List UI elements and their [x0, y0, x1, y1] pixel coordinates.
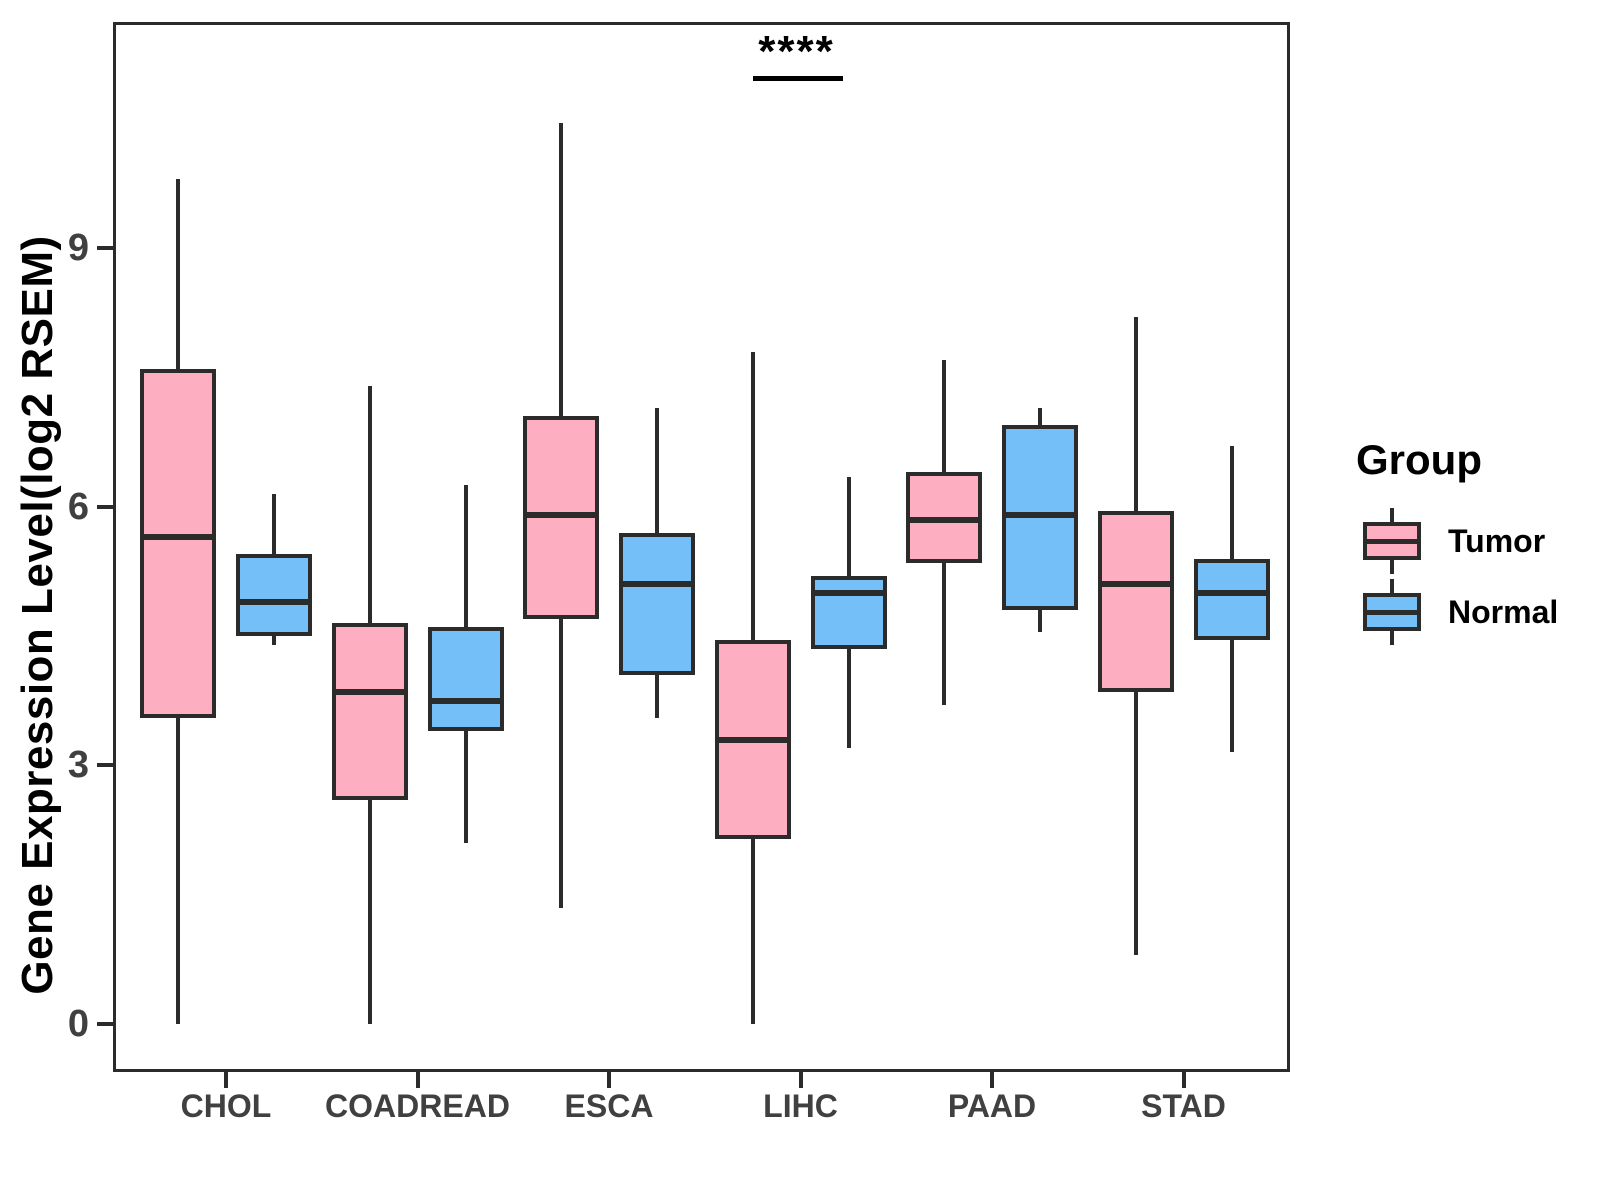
ytick-mark-0	[97, 1022, 113, 1026]
box-Normal-STAD	[1193, 558, 1270, 641]
xtick-label-ESCA: ESCA	[564, 1088, 654, 1124]
median-Normal-COADREAD	[427, 697, 504, 704]
significance-line	[752, 75, 843, 81]
xtick-mark-COADREAD	[415, 1072, 420, 1088]
box-Normal-LIHC	[810, 575, 887, 650]
significance-stars: ****	[758, 26, 835, 76]
box-Tumor-STAD	[1097, 511, 1174, 693]
xtick-mark-CHOL	[224, 1072, 228, 1088]
xtick-mark-ESCA	[607, 1072, 611, 1088]
legend-item-normal: Normal	[1330, 579, 1590, 645]
ytick-label-9: 9	[67, 227, 89, 270]
key-box-normal	[1363, 593, 1421, 631]
legend: Group Tumor Normal	[1330, 436, 1590, 650]
ytick-label-3: 3	[67, 744, 89, 787]
key-box-tumor	[1363, 522, 1421, 560]
legend-title: Group	[1356, 436, 1482, 483]
normal-boxplot-key-icon	[1363, 579, 1421, 645]
box-Normal-COADREAD	[427, 627, 504, 731]
median-Tumor-LIHC	[714, 736, 791, 743]
xtick-mark-PAAD	[990, 1072, 994, 1088]
box-Normal-ESCA	[619, 532, 695, 675]
median-Tumor-COADREAD	[331, 689, 408, 696]
box-Tumor-COADREAD	[331, 623, 408, 800]
median-Normal-PAAD	[1002, 512, 1078, 519]
y-axis-title: Gene Expression Level(log2 RSEM)	[13, 235, 62, 995]
median-Normal-ESCA	[619, 581, 695, 588]
key-median-line	[1363, 539, 1421, 544]
median-Normal-LIHC	[810, 590, 887, 596]
legend-label-normal: Normal	[1448, 593, 1559, 630]
xtick-label-STAD: STAD	[1141, 1088, 1226, 1124]
ytick-label-6: 6	[67, 485, 89, 528]
median-Tumor-STAD	[1097, 581, 1174, 588]
median-Tumor-ESCA	[523, 512, 599, 519]
xtick-label-LIHC: LIHC	[763, 1088, 838, 1124]
key-median-line	[1363, 610, 1421, 615]
median-Normal-CHOL	[236, 598, 312, 605]
xtick-label-COADREAD: COADREAD	[325, 1088, 510, 1124]
median-Tumor-CHOL	[140, 533, 216, 540]
ytick-mark-9	[97, 246, 113, 251]
ytick-label-0: 0	[67, 1003, 89, 1045]
ytick-mark-3	[97, 763, 113, 768]
ytick-mark-6	[97, 504, 113, 509]
box-Normal-CHOL	[236, 554, 312, 637]
xtick-mark-LIHC	[798, 1072, 803, 1088]
legend-label-tumor: Tumor	[1448, 522, 1546, 559]
xtick-label-CHOL: CHOL	[180, 1088, 272, 1124]
xtick-label-PAAD: PAAD	[947, 1088, 1037, 1124]
xtick-mark-STAD	[1181, 1072, 1186, 1088]
legend-item-tumor: Tumor	[1330, 508, 1590, 574]
median-Normal-STAD	[1193, 590, 1270, 596]
tumor-boxplot-key-icon	[1363, 508, 1421, 574]
plot-panel	[113, 22, 1290, 1072]
box-Tumor-CHOL	[140, 368, 216, 718]
median-Tumor-PAAD	[906, 516, 982, 523]
